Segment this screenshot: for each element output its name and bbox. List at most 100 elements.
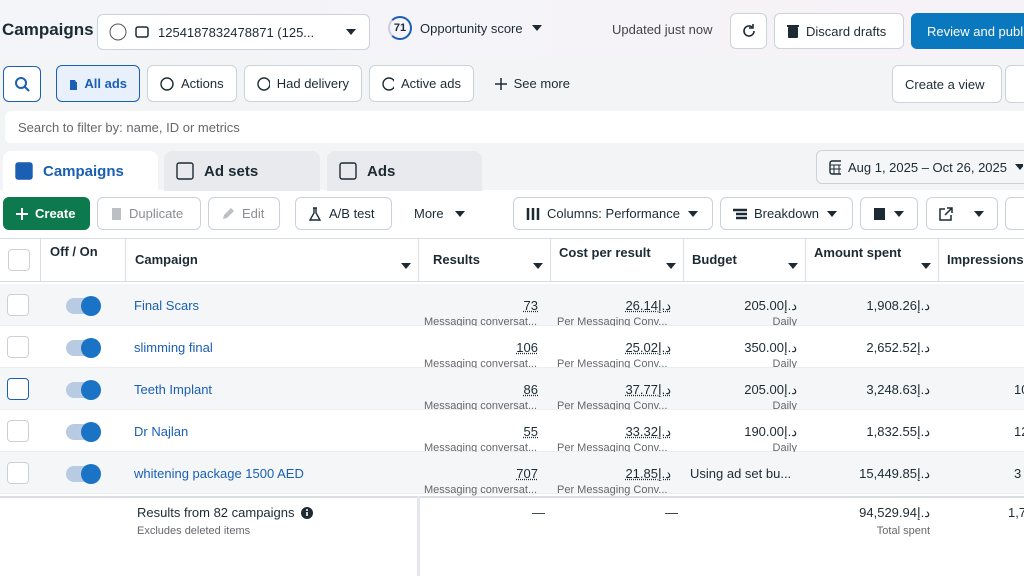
- filter-chip[interactable]: Active ads: [369, 65, 474, 102]
- score-label: Opportunity score: [420, 21, 523, 36]
- tab-label: Ad sets: [204, 163, 258, 180]
- ab-test-label: A/B test: [329, 206, 375, 221]
- tab[interactable]: Ad sets: [164, 151, 320, 191]
- tab[interactable]: Campaigns: [3, 151, 158, 191]
- column-header[interactable]: Budget: [692, 252, 737, 267]
- row-checkbox[interactable]: [7, 378, 29, 400]
- results: 55: [524, 424, 538, 439]
- tab[interactable]: Ads: [327, 151, 482, 191]
- calendar-icon: [829, 159, 841, 175]
- amount-spent: د.إ15,449.85: [859, 466, 930, 482]
- table: Off / On Campaign Results Cost per result Bu…: [0, 238, 1024, 570]
- create-view-button[interactable]: Create a view: [892, 65, 1002, 103]
- campaign-name[interactable]: Final Scars: [134, 298, 199, 313]
- caret: [345, 28, 357, 36]
- score-badge: 71: [388, 16, 412, 40]
- cost-per-result: د.إ37.77: [625, 382, 671, 398]
- campaign-name[interactable]: Dr Najlan: [134, 424, 188, 439]
- select-all[interactable]: [8, 249, 30, 271]
- cost-type: Per Messaging Conv...: [557, 484, 667, 496]
- chart-button[interactable]: [1005, 197, 1024, 230]
- search-button[interactable]: [3, 66, 41, 102]
- summary-cost: —: [665, 505, 678, 520]
- edit-icon: [221, 207, 235, 221]
- publish-button[interactable]: Review and publi: [911, 13, 1024, 49]
- column-header[interactable]: Off / On: [50, 244, 98, 259]
- top-bar: Campaigns 1254187832478871 (125... 71 Op…: [0, 0, 1024, 58]
- header-menu[interactable]: [920, 257, 932, 275]
- export-icon: [939, 207, 953, 221]
- column-header[interactable]: Cost per result: [559, 245, 651, 260]
- reports-button[interactable]: [860, 197, 918, 230]
- header-menu[interactable]: [532, 257, 544, 275]
- flask-icon: [308, 207, 322, 221]
- column-header[interactable]: Amount spent: [814, 245, 901, 260]
- row-checkbox[interactable]: [7, 420, 29, 442]
- status-toggle[interactable]: [66, 382, 100, 398]
- discard-label: Discard drafts: [806, 24, 886, 39]
- row-checkbox[interactable]: [7, 336, 29, 358]
- budget: د.إ205.00: [744, 382, 797, 398]
- column-header[interactable]: Campaign: [135, 252, 198, 267]
- results-type: Messaging conversat...: [424, 484, 537, 496]
- chip-label: All ads: [84, 76, 127, 91]
- campaign-name[interactable]: whitening package 1500 AED: [134, 466, 304, 481]
- filter-chip[interactable]: Had delivery: [244, 65, 362, 102]
- columns-button[interactable]: Columns: Performance: [513, 197, 713, 230]
- status-toggle[interactable]: [66, 466, 100, 482]
- search-field[interactable]: Search to filter by: name, ID or metrics: [5, 111, 1024, 143]
- create-label: Create: [35, 206, 75, 221]
- summary-spent: د.إ94,529.94: [859, 505, 930, 521]
- chip-icon: [69, 77, 77, 91]
- row-checkbox[interactable]: [7, 294, 29, 316]
- campaign-name[interactable]: Teeth Implant: [134, 382, 212, 397]
- date-picker[interactable]: Aug 1, 2025 – Oct 26, 2025: [816, 150, 1024, 184]
- trash-icon: [787, 24, 799, 38]
- campaign-name[interactable]: slimming final: [134, 340, 213, 355]
- header-menu[interactable]: [665, 257, 677, 275]
- column-header[interactable]: Results: [433, 252, 480, 267]
- column-divider: [805, 238, 806, 282]
- impressions: 12: [1014, 424, 1024, 439]
- chip-label: Actions: [181, 76, 224, 91]
- export-button[interactable]: [926, 197, 998, 230]
- chip-label: Had delivery: [277, 76, 349, 91]
- filter-chip[interactable]: Actions: [147, 65, 237, 102]
- discard-button[interactable]: Discard drafts: [774, 13, 904, 49]
- summary-spent-note: Total spent: [877, 525, 930, 537]
- caret: [973, 210, 985, 218]
- filter-chip[interactable]: All ads: [56, 65, 140, 102]
- row-checkbox[interactable]: [7, 462, 29, 484]
- summary-results: —: [532, 505, 545, 520]
- column-header[interactable]: Impressions: [947, 252, 1024, 267]
- caret: [1014, 163, 1023, 171]
- toggle-knob: [81, 422, 101, 442]
- cost-per-result: د.إ26.14: [625, 298, 671, 314]
- summary-text: Results from 82 campaigns: [137, 505, 295, 520]
- filter-chip[interactable]: See more: [482, 65, 582, 102]
- status-toggle[interactable]: [66, 340, 100, 356]
- account-selector[interactable]: 1254187832478871 (125...: [97, 14, 370, 50]
- budget: Using ad set bu...: [690, 466, 791, 481]
- results: 707: [516, 466, 538, 481]
- toggle-knob: [81, 380, 101, 400]
- opportunity-score[interactable]: 71 Opportunity score: [388, 16, 543, 40]
- results: 73: [524, 298, 538, 313]
- more-button[interactable]: More: [414, 206, 466, 221]
- column-divider: [550, 238, 551, 282]
- toggle-knob: [81, 296, 101, 316]
- chip-label: See more: [514, 76, 570, 91]
- header-menu[interactable]: [787, 257, 799, 275]
- duplicate-button[interactable]: Duplicate: [97, 197, 201, 230]
- settings-button[interactable]: [1005, 65, 1024, 103]
- refresh-button[interactable]: [730, 13, 767, 49]
- status-toggle[interactable]: [66, 298, 100, 314]
- breakdown-button[interactable]: Breakdown: [720, 197, 853, 230]
- status-toggle[interactable]: [66, 424, 100, 440]
- create-button[interactable]: Create: [3, 197, 90, 230]
- header-menu[interactable]: [400, 257, 412, 275]
- ab-test-button[interactable]: A/B test: [295, 197, 392, 230]
- account-icon: [135, 25, 151, 39]
- edit-button[interactable]: Edit: [208, 197, 280, 230]
- column-divider: [418, 238, 419, 282]
